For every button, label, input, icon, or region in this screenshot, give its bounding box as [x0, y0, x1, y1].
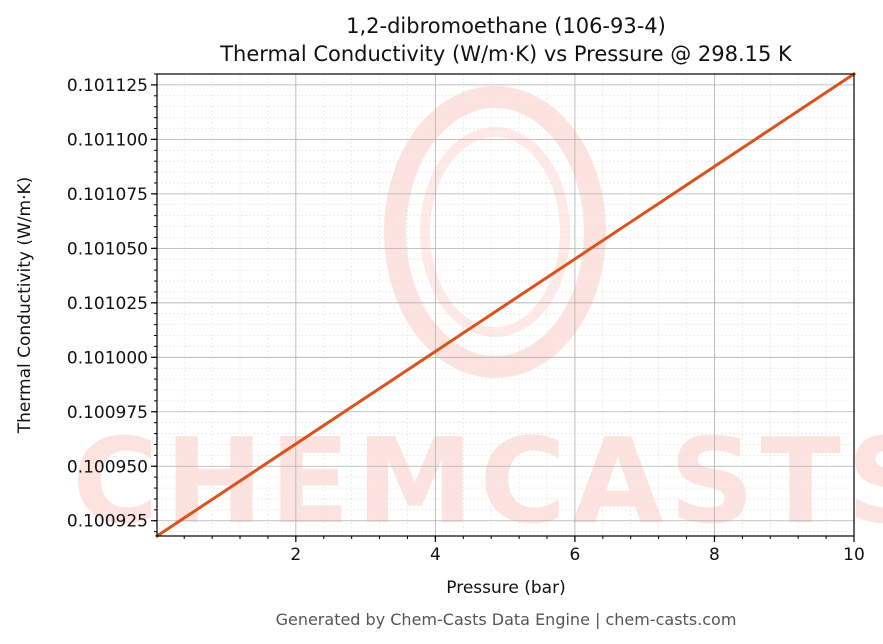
x-tick-label: 2	[290, 545, 301, 565]
chart-subtitle: Thermal Conductivity (W/m·K) vs Pressure…	[219, 42, 793, 66]
x-axis-label: Pressure (bar)	[446, 578, 565, 598]
y-tick-label: 0.100950	[67, 457, 148, 477]
y-tick-label: 0.100925	[67, 512, 148, 532]
watermark: CHEMCASTS	[72, 86, 883, 550]
grid-major	[157, 74, 855, 536]
series-line	[154, 71, 857, 539]
footer-credit: Generated by Chem-Casts Data Engine | ch…	[276, 610, 737, 629]
y-tick-label: 0.101100	[67, 130, 148, 150]
y-tick-label: 0.101125	[67, 76, 148, 96]
plot-frame	[156, 73, 855, 537]
x-tick-label: 8	[709, 545, 720, 565]
y-tick-label: 0.101025	[67, 294, 148, 314]
y-tick-label: 0.101075	[67, 185, 148, 205]
y-tick-label: 0.101050	[67, 239, 148, 259]
x-tick-label: 4	[430, 545, 441, 565]
series-layer	[154, 71, 857, 539]
watermark-text: CHEMCASTS	[72, 412, 883, 550]
watermark-swirl-inner	[420, 127, 570, 337]
y-ticks: 0.100925 0.100950 0.100975 0.101000 0.101025…	[67, 73, 157, 533]
y-tick-label: 0.100975	[67, 403, 148, 423]
watermark-swirl	[384, 86, 606, 378]
x-tick-label: 6	[570, 545, 581, 565]
chart-title: 1,2-dibromoethane (106-93-4)	[346, 14, 666, 38]
x-tick-label: 10	[843, 545, 865, 565]
y-axis-label: Thermal Conductivity (W/m·K)	[15, 177, 35, 435]
x-ticks: 2 4 6 8 10	[183, 536, 865, 565]
y-tick-label: 0.101000	[67, 348, 148, 368]
